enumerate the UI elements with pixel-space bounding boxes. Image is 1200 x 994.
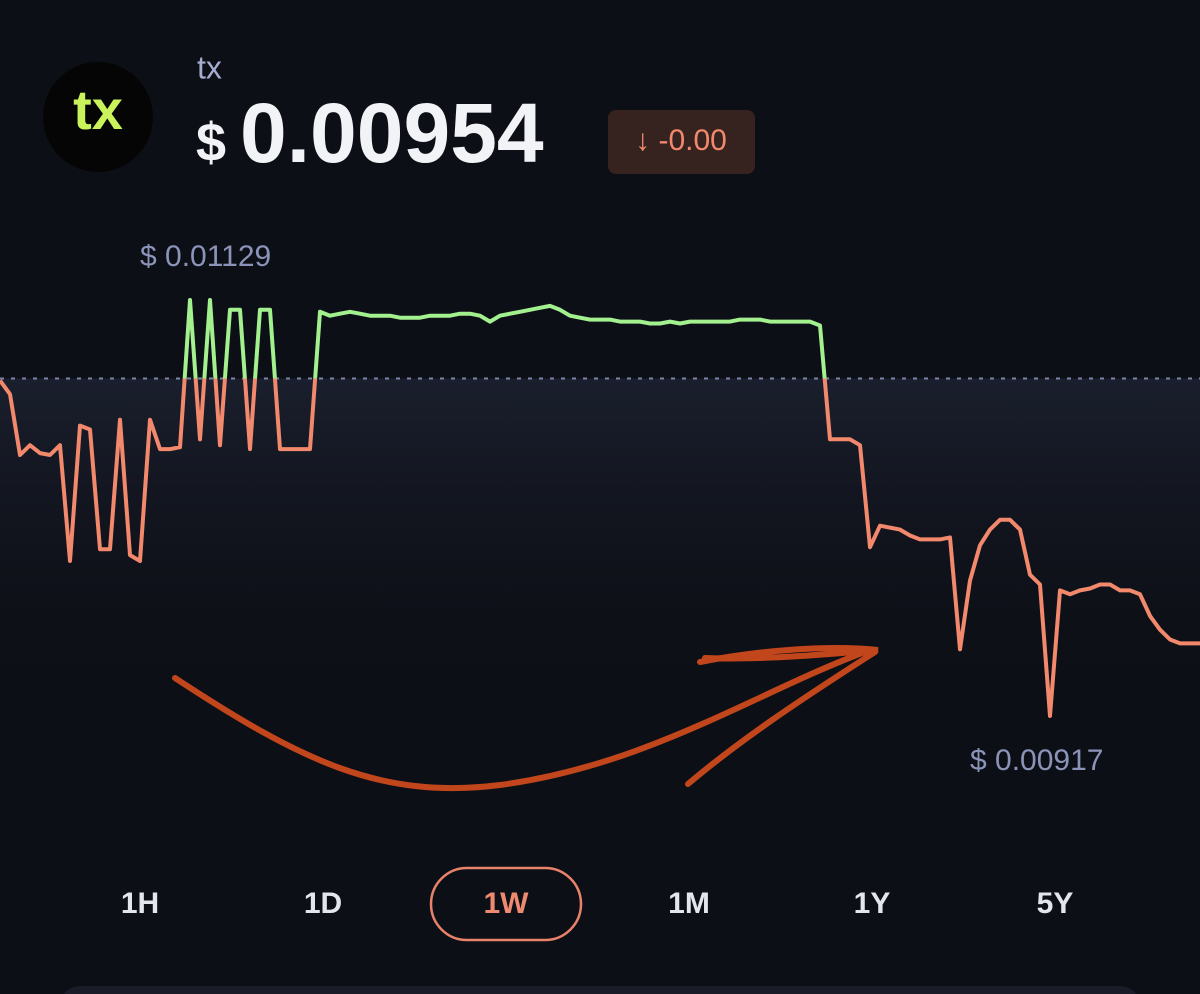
token-name: tx [197,49,222,85]
range-button[interactable]: 1M [668,887,710,920]
range-button[interactable]: 1W [484,887,530,920]
price-line-up [182,298,827,379]
price-symbol: $ [196,112,226,172]
token-logo-text: tx [73,78,123,141]
price: 0.00954 [240,86,544,180]
low-label: $ 0.00917 [970,744,1103,777]
change-badge [608,110,755,174]
range-button[interactable]: 1H [121,887,159,920]
range-selected-outline [429,866,583,942]
bottom-panel [64,986,1136,994]
range-button[interactable]: 1D [304,887,342,920]
range-selector: 1H 1D 1W 1M 1Y 5Y [121,866,1074,942]
range-button[interactable]: 5Y [1037,887,1074,920]
price-chart: $ 0.01129 $ 0.00917 [0,240,1200,777]
token-logo [43,62,153,172]
hand-drawn-arrow [172,645,879,792]
change: ↓ -0.00 [635,124,727,157]
high-label: $ 0.01129 [140,240,271,273]
price-line-down [0,378,1200,718]
range-button[interactable]: 1Y [854,887,891,920]
